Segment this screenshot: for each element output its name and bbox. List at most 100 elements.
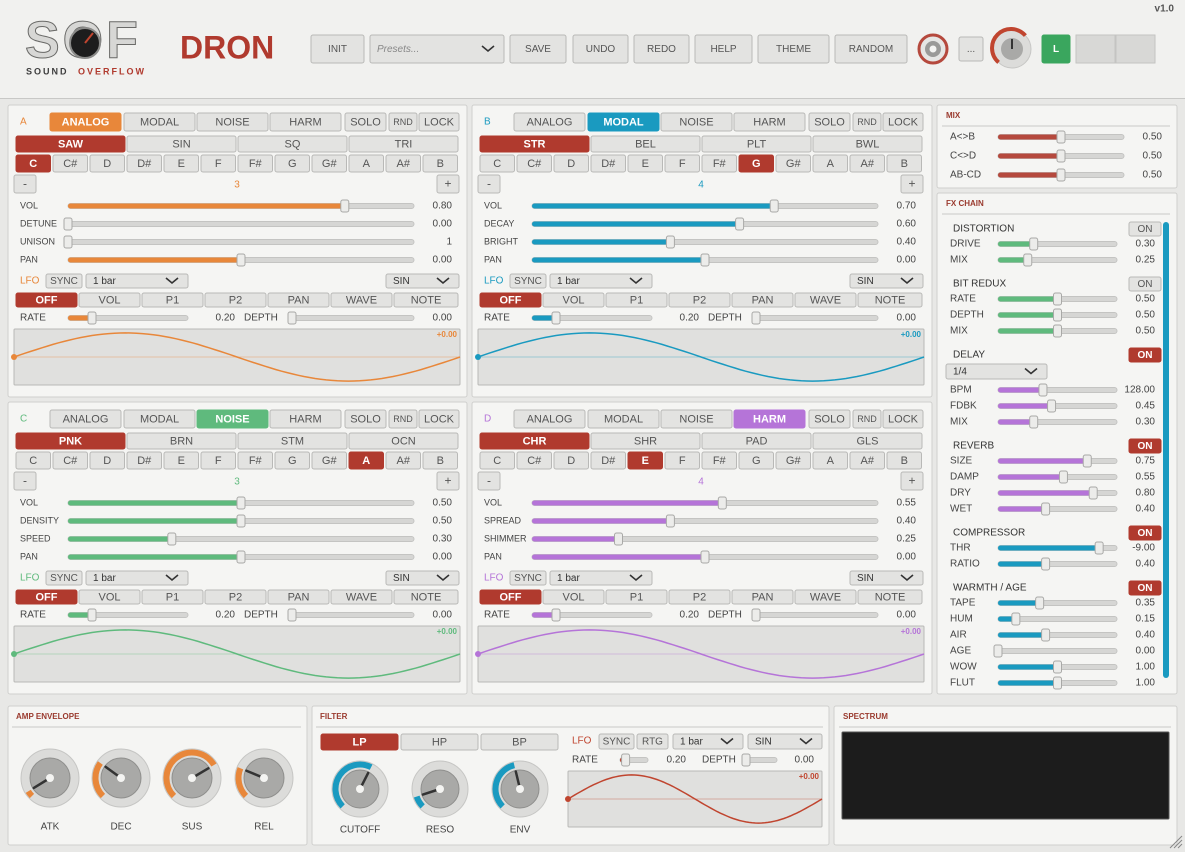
panel-button-label[interactable]: SOLO	[814, 413, 845, 425]
note-button-label[interactable]: F	[679, 455, 686, 467]
note-button[interactable]	[89, 154, 125, 173]
wave-button[interactable]	[237, 135, 348, 153]
header-button-label[interactable]: REDO	[647, 44, 676, 55]
engine-tab[interactable]	[49, 112, 122, 132]
lfo-target-label[interactable]: PAN	[752, 591, 774, 603]
engine-tab[interactable]	[733, 112, 806, 132]
fx-toggle-label[interactable]: ON	[1138, 350, 1153, 361]
lfo-target[interactable]	[479, 292, 542, 308]
engine-tab-label[interactable]: HARM	[753, 413, 786, 425]
wave-button-label[interactable]: BEL	[635, 138, 656, 150]
lfo-target[interactable]	[857, 292, 923, 308]
retrig-button-label[interactable]: RTG	[642, 737, 663, 748]
note-button[interactable]	[348, 154, 384, 173]
fx-toggle-label[interactable]: ON	[1138, 583, 1153, 594]
note-button[interactable]	[775, 154, 811, 173]
header-button-label[interactable]: THEME	[776, 44, 811, 55]
wave-button-label[interactable]: BWL	[856, 138, 880, 150]
slider-knob[interactable]	[717, 496, 727, 510]
note-button[interactable]	[590, 451, 626, 470]
note-button[interactable]	[738, 154, 774, 173]
panel-button[interactable]	[882, 409, 924, 429]
engine-tab[interactable]	[587, 112, 660, 132]
slider-knob[interactable]	[665, 514, 675, 528]
note-button-label[interactable]: A	[827, 158, 835, 170]
note-button[interactable]	[886, 154, 922, 173]
note-button[interactable]	[849, 451, 885, 470]
slider-knob[interactable]	[1056, 168, 1066, 182]
panel-button-label[interactable]: RND	[857, 414, 877, 424]
header-button-label[interactable]: RANDOM	[849, 44, 893, 55]
slider-knob[interactable]	[340, 199, 350, 213]
note-button[interactable]	[237, 154, 273, 173]
slider-knob[interactable]	[1053, 676, 1062, 690]
note-button-label[interactable]: C#	[527, 158, 542, 170]
panel-button-label[interactable]: SOLO	[814, 116, 845, 128]
lfo-target-label[interactable]: VOL	[98, 294, 120, 306]
octave-up[interactable]	[436, 174, 460, 194]
slider-knob[interactable]	[1011, 612, 1021, 626]
wave-button-label[interactable]: TRI	[395, 138, 413, 150]
slider-knob[interactable]	[751, 608, 761, 622]
slider-knob[interactable]	[1053, 324, 1062, 338]
wave-button-label[interactable]: SAW	[58, 138, 84, 150]
note-button[interactable]	[237, 451, 273, 470]
shape-dropdown-label[interactable]: SIN	[393, 573, 410, 584]
note-button-label[interactable]: G	[288, 158, 297, 170]
shape-dropdown[interactable]	[385, 273, 460, 289]
note-button-label[interactable]: E	[642, 455, 649, 467]
lfo-target-label[interactable]: P2	[229, 294, 242, 306]
wave-button-label[interactable]: CHR	[523, 435, 547, 447]
lfo-target-label[interactable]: P1	[630, 591, 643, 603]
note-button-label[interactable]: B	[437, 455, 444, 467]
slider-knob[interactable]	[735, 217, 745, 231]
wave-button-label[interactable]: SIN	[172, 138, 190, 150]
note-button[interactable]	[664, 451, 700, 470]
wave-button-label[interactable]: PAD	[746, 435, 768, 447]
wave-button[interactable]	[126, 432, 237, 450]
slider-knob[interactable]	[63, 217, 73, 231]
note-button-label[interactable]: D	[103, 455, 111, 467]
slider-knob[interactable]	[87, 311, 97, 325]
note-button-label[interactable]: A#	[397, 455, 411, 467]
lfo-target-label[interactable]: P1	[166, 591, 179, 603]
lfo-target-label[interactable]: P2	[693, 294, 706, 306]
wave-button-label[interactable]: SHR	[634, 435, 657, 447]
slider-knob[interactable]	[1088, 486, 1098, 500]
wave-button[interactable]	[237, 432, 348, 450]
slider-knob[interactable]	[769, 199, 779, 213]
note-button[interactable]	[812, 154, 848, 173]
wave-button[interactable]	[15, 432, 126, 450]
engine-tab-label[interactable]: HARM	[753, 116, 785, 128]
note-button[interactable]	[385, 154, 421, 173]
sync-button-label[interactable]: SYNC	[50, 573, 78, 584]
shape-dropdown[interactable]	[849, 570, 924, 586]
division-dropdown[interactable]	[672, 733, 744, 750]
note-button-label[interactable]: A#	[861, 455, 875, 467]
note-button[interactable]	[422, 154, 458, 173]
engine-tab-label[interactable]: MODAL	[140, 413, 179, 425]
filter-mode-label[interactable]: HP	[432, 736, 447, 748]
slider-knob[interactable]	[1047, 399, 1057, 413]
wave-button[interactable]	[812, 135, 923, 153]
fx-toggle-label[interactable]: ON	[1138, 224, 1153, 235]
slider-knob[interactable]	[1035, 596, 1045, 610]
panel-button-label[interactable]: RND	[393, 117, 413, 127]
shape-dropdown[interactable]	[747, 733, 823, 750]
note-button-label[interactable]: C	[493, 158, 501, 170]
lfo-target[interactable]	[15, 292, 78, 308]
more-button[interactable]	[958, 36, 984, 62]
lfo-target-label[interactable]: PAN	[288, 591, 310, 603]
panel-button[interactable]	[418, 112, 460, 132]
lfo-target[interactable]	[794, 292, 857, 308]
division-dropdown[interactable]	[85, 570, 189, 586]
octave-up[interactable]	[900, 471, 924, 491]
engine-tab[interactable]	[196, 112, 269, 132]
engine-tab[interactable]	[269, 409, 342, 429]
fx-toggle-label[interactable]: ON	[1138, 441, 1153, 452]
header-button[interactable]	[834, 34, 908, 64]
note-button-label[interactable]: D	[567, 455, 575, 467]
fx-toggle[interactable]	[1128, 438, 1162, 454]
engine-tab-label[interactable]: ANALOG	[527, 116, 573, 128]
lfo-target-label[interactable]: WAVE	[810, 294, 841, 306]
